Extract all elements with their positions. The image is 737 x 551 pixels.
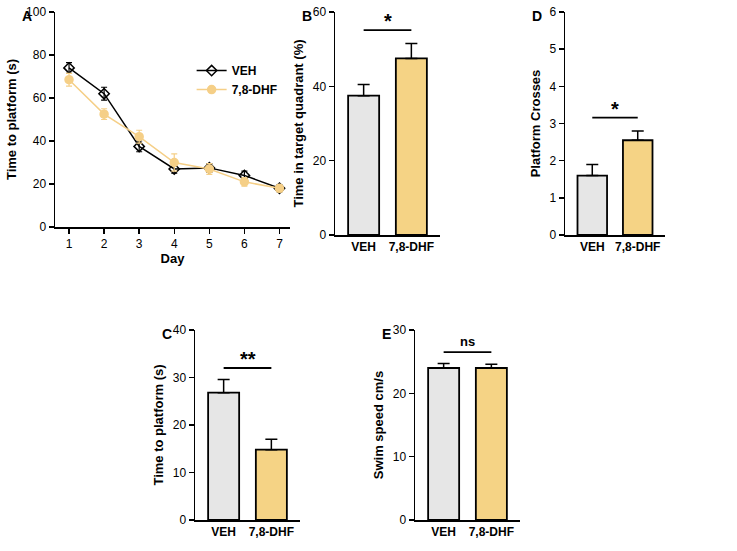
svg-text:20: 20	[33, 177, 47, 191]
svg-text:Swim speed cm/s: Swim speed cm/s	[371, 371, 386, 479]
svg-text:40: 40	[313, 80, 327, 94]
svg-text:60: 60	[33, 91, 47, 105]
svg-text:Platform Crosses: Platform Crosses	[528, 70, 543, 178]
svg-text:7,8-DHF: 7,8-DHF	[249, 525, 294, 539]
svg-text:10: 10	[393, 450, 407, 464]
svg-text:20: 20	[393, 387, 407, 401]
svg-text:Time to platform (s): Time to platform (s)	[151, 364, 166, 485]
svg-text:80: 80	[33, 48, 47, 62]
svg-text:VEH: VEH	[211, 525, 236, 539]
svg-text:D: D	[532, 8, 542, 24]
svg-text:7,8-DHF: 7,8-DHF	[615, 240, 660, 254]
svg-text:7,8-DHF: 7,8-DHF	[469, 525, 514, 539]
svg-text:**: **	[240, 348, 256, 370]
svg-text:VEH: VEH	[580, 240, 605, 254]
svg-text:0: 0	[39, 220, 46, 234]
svg-text:*: *	[611, 98, 619, 120]
svg-text:VEH: VEH	[232, 64, 257, 78]
svg-text:7: 7	[276, 237, 283, 251]
svg-text:40: 40	[33, 134, 47, 148]
svg-text:Time to platform (s): Time to platform (s)	[4, 59, 19, 180]
svg-text:0: 0	[319, 228, 326, 242]
svg-text:20: 20	[173, 418, 187, 432]
svg-text:5: 5	[206, 237, 213, 251]
svg-text:20: 20	[313, 154, 327, 168]
svg-text:B: B	[302, 8, 312, 24]
svg-text:C: C	[162, 326, 172, 342]
svg-text:3: 3	[549, 117, 556, 131]
svg-text:E: E	[382, 326, 391, 342]
svg-text:6: 6	[241, 237, 248, 251]
svg-text:VEH: VEH	[351, 240, 376, 254]
svg-text:VEH: VEH	[431, 525, 456, 539]
svg-text:A: A	[22, 8, 32, 24]
svg-text:0: 0	[399, 513, 406, 527]
svg-text:Time in target quadrant (%): Time in target quadrant (%)	[291, 39, 306, 207]
svg-text:30: 30	[393, 323, 407, 337]
svg-text:0: 0	[549, 228, 556, 242]
svg-text:2: 2	[101, 237, 108, 251]
svg-text:0: 0	[179, 513, 186, 527]
svg-text:10: 10	[173, 466, 187, 480]
svg-text:7,8-DHF: 7,8-DHF	[389, 240, 434, 254]
svg-text:6: 6	[549, 5, 556, 19]
svg-text:40: 40	[173, 323, 187, 337]
svg-text:2: 2	[549, 154, 556, 168]
svg-text:1: 1	[66, 237, 73, 251]
svg-text:4: 4	[171, 237, 178, 251]
svg-text:7,8-DHF: 7,8-DHF	[232, 83, 277, 97]
svg-text:3: 3	[136, 237, 143, 251]
svg-text:ns: ns	[460, 334, 475, 349]
svg-text:Day: Day	[161, 251, 186, 266]
svg-text:30: 30	[173, 371, 187, 385]
svg-text:100: 100	[26, 5, 46, 19]
svg-text:5: 5	[549, 42, 556, 56]
svg-text:4: 4	[549, 80, 556, 94]
svg-text:60: 60	[313, 5, 327, 19]
svg-text:*: *	[384, 10, 392, 32]
svg-text:1: 1	[549, 191, 556, 205]
